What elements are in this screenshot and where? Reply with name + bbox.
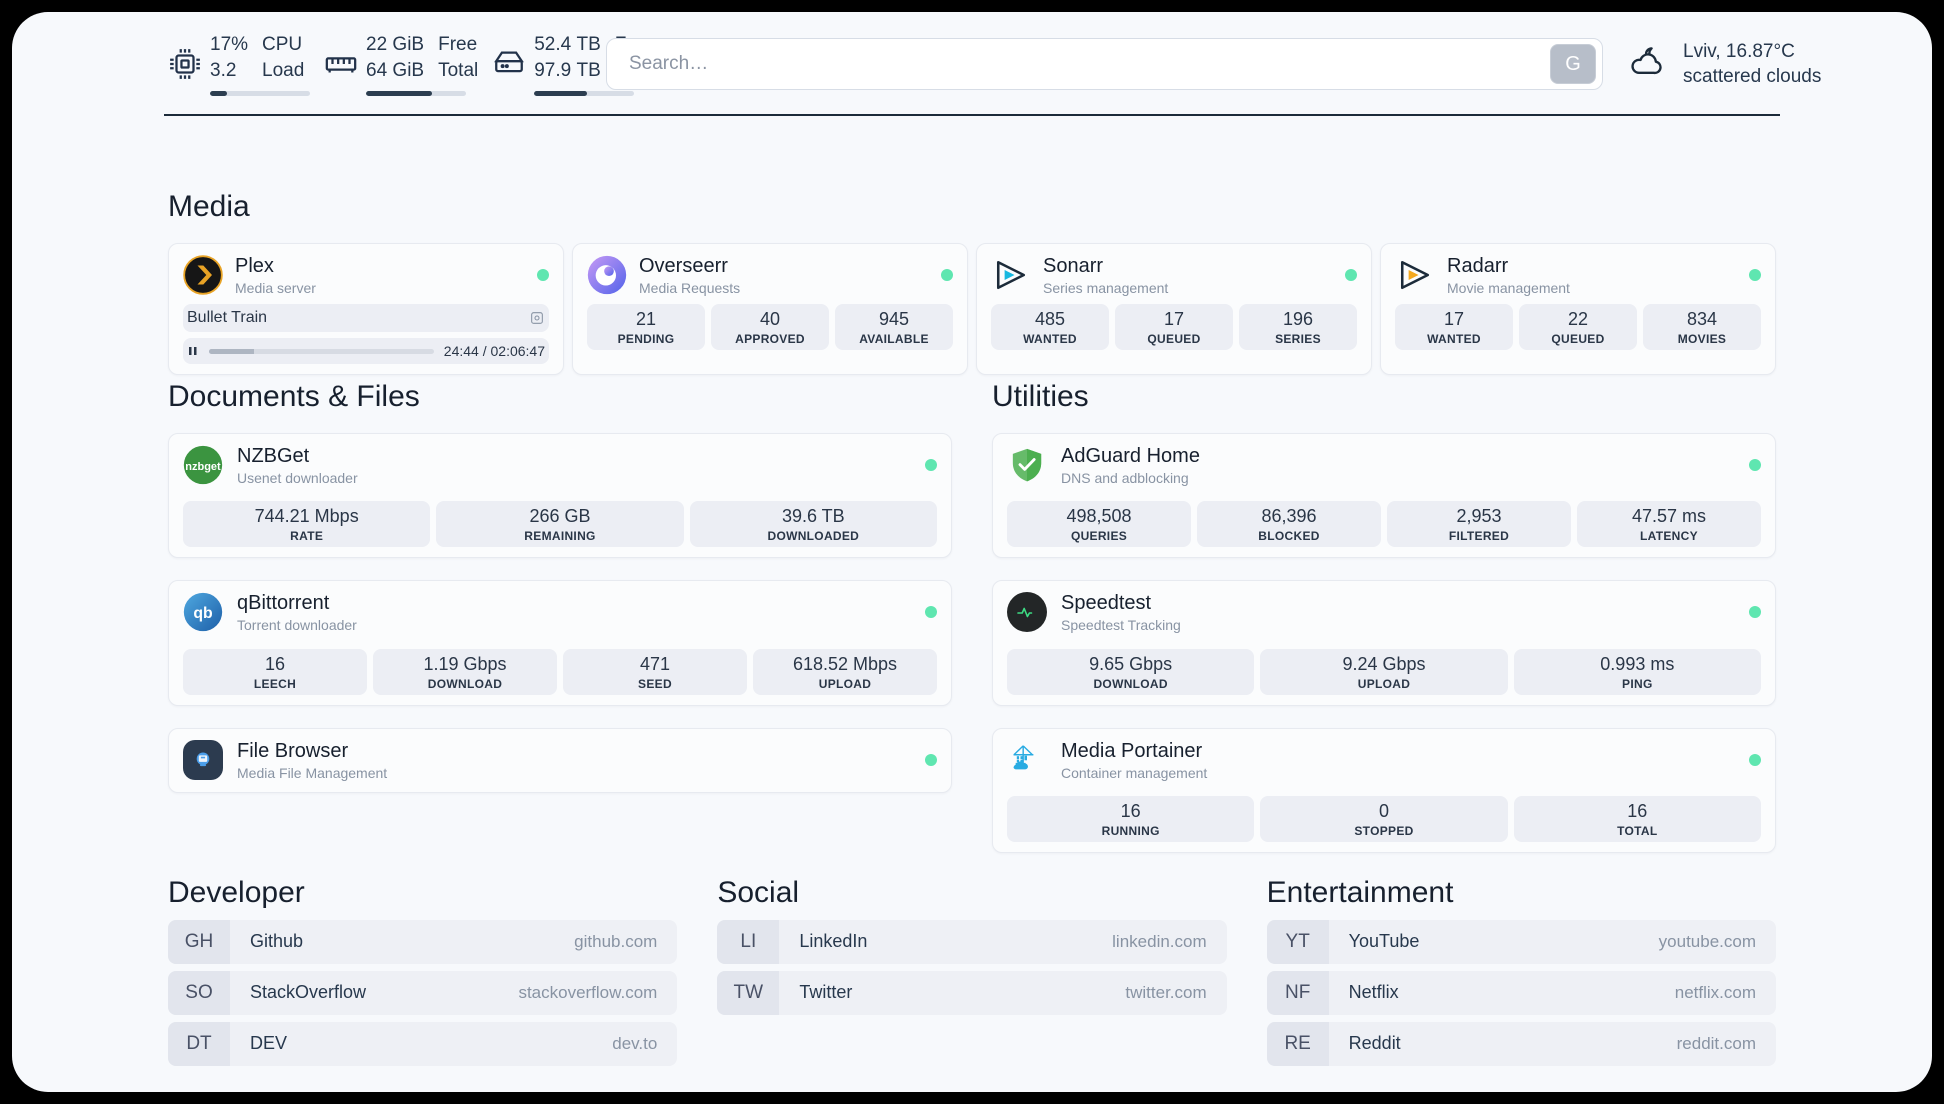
svg-text:qb: qb bbox=[193, 605, 213, 622]
svg-text:nzbget: nzbget bbox=[185, 461, 221, 473]
